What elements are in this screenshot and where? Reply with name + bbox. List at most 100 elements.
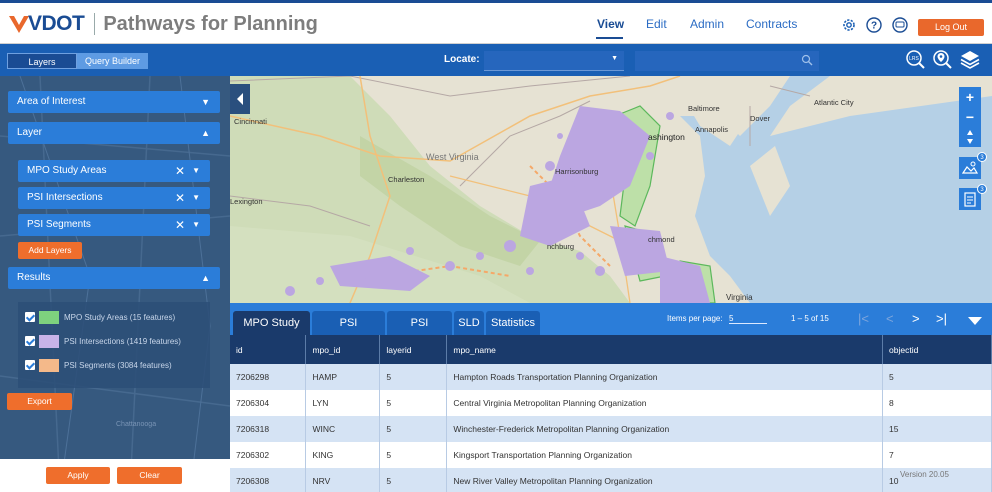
- apply-button[interactable]: Apply: [46, 467, 110, 484]
- chevron-down-icon[interactable]: ▼: [192, 220, 200, 229]
- zoom-out-button[interactable]: −: [959, 107, 981, 127]
- layers-tab-button[interactable]: Layers: [7, 53, 77, 69]
- table-row[interactable]: 7206308 NRV 5 New River Valley Metropoli…: [230, 468, 992, 492]
- svg-text:LRS: LRS: [909, 56, 919, 62]
- version-label: Version 20.05: [900, 470, 949, 479]
- app-header: VDOT Pathways for Planning View Edit Adm…: [0, 0, 992, 44]
- lrs-icon[interactable]: LRS: [905, 49, 925, 69]
- locate-select[interactable]: ▼: [484, 51, 624, 71]
- tab-psi-intersections[interactable]: PSI: [312, 311, 385, 335]
- column-header[interactable]: objectid: [882, 335, 992, 364]
- zoom-in-button[interactable]: +: [959, 87, 981, 107]
- nav-view[interactable]: View: [597, 17, 625, 31]
- collapse-panel-button[interactable]: [230, 84, 250, 114]
- map-view[interactable]: Cincinnati West Virginia Charleston Lexi…: [230, 76, 992, 303]
- table-row[interactable]: 7206298 HAMP 5 Hampton Roads Transportat…: [230, 364, 992, 390]
- report-tool-button[interactable]: [959, 188, 981, 210]
- help-icon[interactable]: ?: [866, 17, 882, 33]
- layers-stack-icon[interactable]: [960, 49, 980, 69]
- tab-mpo-study[interactable]: MPO Study: [233, 311, 310, 335]
- tab-statistics[interactable]: Statistics: [486, 311, 540, 335]
- area-of-interest-accordion[interactable]: Area of Interest ▼: [8, 91, 220, 113]
- legend-swatch: [39, 310, 59, 324]
- items-per-page-select[interactable]: 5: [729, 314, 767, 324]
- chevron-up-icon: ▲: [201, 128, 210, 138]
- gear-icon[interactable]: [841, 17, 857, 33]
- table-cell: New River Valley Metropolitan Planning O…: [446, 468, 884, 492]
- map-label-baltimore: Baltimore: [688, 104, 720, 113]
- table-header-row: id mpo_id layerid mpo_name objectid: [230, 335, 992, 364]
- result-checkbox[interactable]: [25, 312, 35, 322]
- compass-reset-button[interactable]: [959, 127, 981, 147]
- map-label-west-virginia: West Virginia: [426, 152, 479, 162]
- logout-button[interactable]: Log Out: [918, 19, 984, 36]
- search-icon[interactable]: [801, 54, 813, 66]
- column-header[interactable]: id: [230, 335, 307, 364]
- nav-admin[interactable]: Admin: [690, 17, 725, 31]
- basemap[interactable]: Cincinnati West Virginia Charleston Lexi…: [230, 76, 992, 303]
- vdot-logo[interactable]: VDOT Pathways for Planning: [8, 12, 318, 36]
- map-tool-badge: 3: [977, 152, 987, 162]
- layer-accordion[interactable]: Layer ▲: [8, 122, 220, 144]
- nav-edit[interactable]: Edit: [646, 17, 667, 31]
- app-title: Pathways for Planning: [103, 12, 318, 35]
- result-label: MPO Study Areas (15 features): [64, 312, 176, 322]
- layer-chip-mpo-study-areas[interactable]: MPO Study Areas ✕ ▼: [18, 160, 210, 182]
- query-builder-tab-button[interactable]: Query Builder: [77, 53, 148, 69]
- column-header[interactable]: mpo_name: [446, 335, 884, 364]
- first-page-icon[interactable]: |<: [858, 311, 869, 326]
- export-button[interactable]: Export: [7, 393, 72, 410]
- table-cell: 5: [379, 390, 448, 416]
- chat-icon[interactable]: [892, 17, 908, 33]
- results-list: MPO Study Areas (15 features) PSI Inters…: [18, 302, 210, 388]
- results-accordion[interactable]: Results ▲: [8, 267, 220, 289]
- chevron-down-icon[interactable]: ▼: [192, 166, 200, 175]
- result-item-psi-intersections[interactable]: PSI Intersections (1419 features): [25, 334, 181, 348]
- pagination-range: 1 – 5 of 15: [791, 314, 829, 323]
- chevron-down-icon: ▼: [201, 97, 210, 107]
- column-header[interactable]: mpo_id: [305, 335, 381, 364]
- nav-contracts[interactable]: Contracts: [746, 17, 798, 31]
- result-item-mpo[interactable]: MPO Study Areas (15 features): [25, 310, 175, 324]
- table-cell: Kingsport Transportation Planning Organi…: [446, 442, 884, 468]
- locate-label: Locate:: [444, 54, 480, 65]
- collapse-table-icon[interactable]: [967, 316, 983, 326]
- panel-footer: Apply Clear: [0, 459, 230, 492]
- table-cell: 5: [882, 364, 992, 390]
- prev-page-icon[interactable]: <: [886, 311, 894, 326]
- table-cell: 7206302: [230, 442, 307, 468]
- table-row[interactable]: 7206318 WINC 5 Winchester-Frederick Metr…: [230, 416, 992, 442]
- table-cell: 7206304: [230, 390, 307, 416]
- table-row[interactable]: 7206304 LYN 5 Central Virginia Metropoli…: [230, 390, 992, 416]
- legend-swatch: [39, 358, 59, 372]
- location-pin-icon[interactable]: [932, 49, 952, 69]
- close-icon[interactable]: ✕: [174, 164, 185, 178]
- add-layers-button[interactable]: Add Layers: [18, 242, 82, 259]
- result-checkbox[interactable]: [25, 360, 35, 370]
- layer-chip-psi-segments[interactable]: PSI Segments ✕ ▼: [18, 214, 210, 236]
- close-icon[interactable]: ✕: [174, 218, 185, 232]
- result-item-psi-segments[interactable]: PSI Segments (3084 features): [25, 358, 172, 372]
- tab-psi-segments[interactable]: PSI: [387, 311, 452, 335]
- legend-swatch: [39, 334, 59, 348]
- table-row[interactable]: 7206302 KING 5 Kingsport Transportation …: [230, 442, 992, 468]
- table-cell: HAMP: [305, 364, 381, 390]
- table-cell: 7206298: [230, 364, 307, 390]
- last-page-icon[interactable]: >|: [936, 311, 947, 326]
- basemap-tool-button[interactable]: [959, 157, 981, 179]
- map-label-chattanooga: Chattanooga: [116, 421, 156, 428]
- result-checkbox[interactable]: [25, 336, 35, 346]
- map-label-atlantic-city: Atlantic City: [814, 98, 854, 107]
- clear-button[interactable]: Clear: [117, 467, 182, 484]
- table-cell: 5: [379, 364, 448, 390]
- tab-sld[interactable]: SLD: [454, 311, 484, 335]
- layer-chip-psi-intersections[interactable]: PSI Intersections ✕ ▼: [18, 187, 210, 209]
- close-icon[interactable]: ✕: [174, 191, 185, 205]
- table-cell: 5: [379, 416, 448, 442]
- chevron-down-icon[interactable]: ▼: [192, 193, 200, 202]
- table-cell: WINC: [305, 416, 381, 442]
- column-header[interactable]: layerid: [379, 335, 448, 364]
- next-page-icon[interactable]: >: [912, 311, 920, 326]
- locate-search-input[interactable]: [635, 51, 819, 71]
- logo-text: VDOT: [28, 12, 85, 35]
